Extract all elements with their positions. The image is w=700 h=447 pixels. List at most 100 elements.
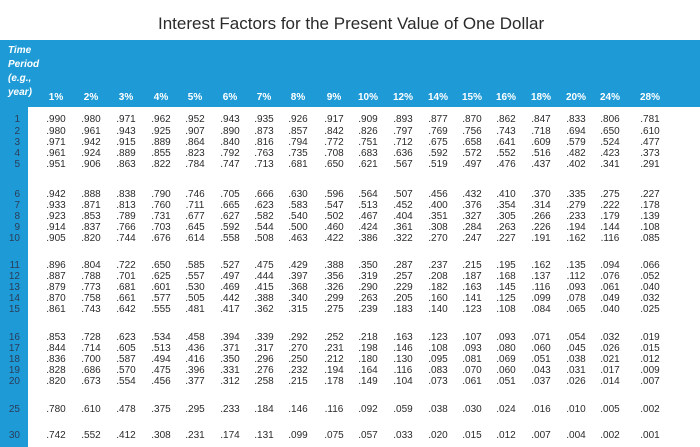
table-cell: .178 bbox=[640, 200, 660, 211]
column-header: 15% bbox=[461, 92, 482, 103]
table-cell: .746 bbox=[185, 189, 205, 200]
table-cell: .519 bbox=[428, 159, 448, 170]
table-cell: .766 bbox=[116, 222, 136, 233]
table-cell: .005 bbox=[600, 404, 620, 415]
table-cell: .923 bbox=[46, 211, 66, 222]
table-cell: .889 bbox=[116, 148, 136, 159]
table-cell: .004 bbox=[566, 430, 586, 441]
column-header: 20% bbox=[565, 92, 586, 103]
table-cell: .010 bbox=[566, 404, 586, 415]
table-cell: .266 bbox=[531, 211, 551, 222]
table-cell: .198 bbox=[358, 343, 378, 354]
table-cell: .703 bbox=[151, 222, 171, 233]
table-cell: .412 bbox=[116, 430, 136, 441]
table-cell: .275 bbox=[600, 189, 620, 200]
table-cell: .708 bbox=[324, 148, 344, 159]
table-cell: .108 bbox=[640, 222, 660, 233]
table-cell: .527 bbox=[220, 260, 240, 271]
table-cell: .857 bbox=[288, 126, 308, 137]
table-cell: .935 bbox=[254, 114, 274, 125]
table-cell: .081 bbox=[462, 354, 482, 365]
table-cell: .567 bbox=[393, 159, 413, 170]
table-cell: .784 bbox=[185, 159, 205, 170]
table-cell: .790 bbox=[151, 189, 171, 200]
table-cell: .222 bbox=[600, 200, 620, 211]
table-cell: .279 bbox=[566, 200, 586, 211]
table-cell: .605 bbox=[116, 343, 136, 354]
column-header: 28% bbox=[639, 92, 660, 103]
column-header: 24% bbox=[599, 92, 620, 103]
table-cell: .341 bbox=[600, 159, 620, 170]
table-cell: .714 bbox=[81, 343, 101, 354]
table-cell: .394 bbox=[220, 332, 240, 343]
table-cell: .410 bbox=[496, 189, 516, 200]
table-cell: .263 bbox=[496, 222, 516, 233]
table-cell: .747 bbox=[220, 159, 240, 170]
table-cell: .002 bbox=[600, 430, 620, 441]
table-cell: .728 bbox=[81, 332, 101, 343]
table-cell: .339 bbox=[254, 332, 274, 343]
table-cell: .673 bbox=[81, 376, 101, 387]
table-cell: .162 bbox=[531, 260, 551, 271]
table-cell: .822 bbox=[151, 159, 171, 170]
table-cell: .676 bbox=[151, 233, 171, 244]
table-cell: .001 bbox=[640, 430, 660, 441]
table-cell: .772 bbox=[324, 137, 344, 148]
table-cell: .792 bbox=[220, 148, 240, 159]
table-cell: .116 bbox=[600, 233, 620, 244]
table-cell: .026 bbox=[566, 376, 586, 387]
table-cell: .665 bbox=[220, 200, 240, 211]
table-cell: .467 bbox=[358, 211, 378, 222]
table-cell: .340 bbox=[288, 293, 308, 304]
table-cell: .162 bbox=[566, 233, 586, 244]
table-cell: .061 bbox=[462, 376, 482, 387]
table-cell: .057 bbox=[358, 430, 378, 441]
corner-line: year) bbox=[8, 87, 32, 98]
table-cell: .327 bbox=[462, 211, 482, 222]
table-cell: .641 bbox=[496, 137, 516, 148]
table-cell: .877 bbox=[428, 114, 448, 125]
table-cell: .194 bbox=[324, 365, 344, 376]
table-cell: .823 bbox=[185, 148, 205, 159]
table-cell: .429 bbox=[288, 260, 308, 271]
table-cell: .226 bbox=[531, 222, 551, 233]
table-cell: .917 bbox=[324, 114, 344, 125]
table-cell: .513 bbox=[151, 343, 171, 354]
period-label: 17 bbox=[8, 343, 20, 354]
table-cell: .833 bbox=[566, 114, 586, 125]
table-cell: .059 bbox=[393, 404, 413, 415]
table-cell: .250 bbox=[288, 354, 308, 365]
table-cell: .179 bbox=[600, 211, 620, 222]
table-cell: .218 bbox=[358, 332, 378, 343]
table-cell: .030 bbox=[462, 404, 482, 415]
table-cell: .350 bbox=[358, 260, 378, 271]
table-cell: .037 bbox=[531, 376, 551, 387]
table-cell: .025 bbox=[640, 304, 660, 315]
table-cell: .051 bbox=[496, 376, 516, 387]
table-cell: .099 bbox=[288, 430, 308, 441]
table-cell: .926 bbox=[288, 114, 308, 125]
period-label: 20 bbox=[8, 376, 20, 387]
table-cell: .478 bbox=[116, 404, 136, 415]
table-cell: .861 bbox=[46, 304, 66, 315]
table-cell: .145 bbox=[496, 282, 516, 293]
table-cell: .194 bbox=[566, 222, 586, 233]
period-label: 1 bbox=[14, 114, 20, 125]
table-cell: .914 bbox=[46, 222, 66, 233]
table-cell: .270 bbox=[428, 233, 448, 244]
column-header: 14% bbox=[427, 92, 448, 103]
table-cell: .907 bbox=[185, 126, 205, 137]
period-label: 6 bbox=[14, 189, 20, 200]
table-cell: .758 bbox=[81, 293, 101, 304]
table-cell: .469 bbox=[220, 282, 240, 293]
period-label: 25 bbox=[8, 404, 20, 415]
table-cell: .806 bbox=[600, 114, 620, 125]
table-cell: .887 bbox=[46, 271, 66, 282]
table-cell: .540 bbox=[288, 211, 308, 222]
period-label: 7 bbox=[14, 200, 20, 211]
table-cell: .135 bbox=[566, 260, 586, 271]
table-cell: .146 bbox=[288, 404, 308, 415]
table-cell: .178 bbox=[324, 376, 344, 387]
table-cell: .804 bbox=[81, 260, 101, 271]
table-cell: .400 bbox=[428, 200, 448, 211]
